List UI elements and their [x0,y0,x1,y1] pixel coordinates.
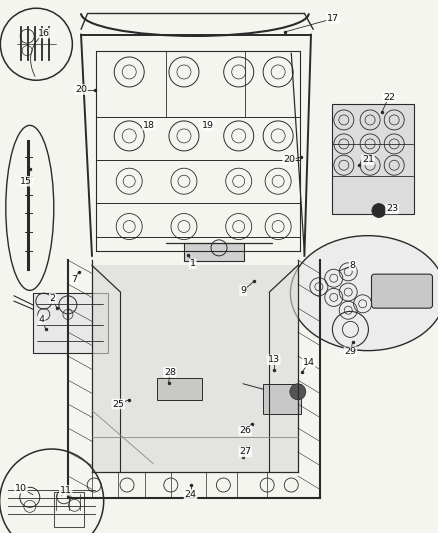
Bar [184,243,244,261]
Text: 10: 10 [15,484,27,492]
Text: 15: 15 [20,177,32,185]
Text: 25: 25 [112,400,124,408]
Text: 8: 8 [350,261,356,270]
Text: 11: 11 [60,486,72,495]
Text: 20: 20 [283,156,295,164]
Circle shape [372,204,386,217]
Text: 27: 27 [239,448,251,456]
Text: 23: 23 [386,205,398,213]
Text: 20: 20 [75,85,87,94]
Text: 1: 1 [190,260,196,268]
Text: 4: 4 [39,316,45,324]
Text: 29: 29 [344,348,357,356]
Bar [332,104,414,214]
Circle shape [290,384,306,400]
Text: 2: 2 [49,294,56,303]
Text: 19: 19 [202,121,214,130]
Bar [33,293,108,353]
Text: 24: 24 [184,490,197,499]
Text: 17: 17 [327,14,339,23]
Text: 16: 16 [38,29,50,37]
Ellipse shape [290,236,438,351]
Text: 14: 14 [303,358,315,367]
Text: 22: 22 [383,93,395,101]
Polygon shape [92,265,298,472]
Bar [263,384,301,414]
Text: 7: 7 [71,276,78,284]
Bar [54,492,84,528]
Text: 28: 28 [164,368,176,376]
Text: 13: 13 [268,356,280,364]
Bar [157,378,202,400]
Text: 9: 9 [240,286,246,295]
Text: 18: 18 [143,121,155,130]
FancyBboxPatch shape [371,274,432,308]
Text: 26: 26 [239,426,251,435]
Text: 21: 21 [362,156,374,164]
